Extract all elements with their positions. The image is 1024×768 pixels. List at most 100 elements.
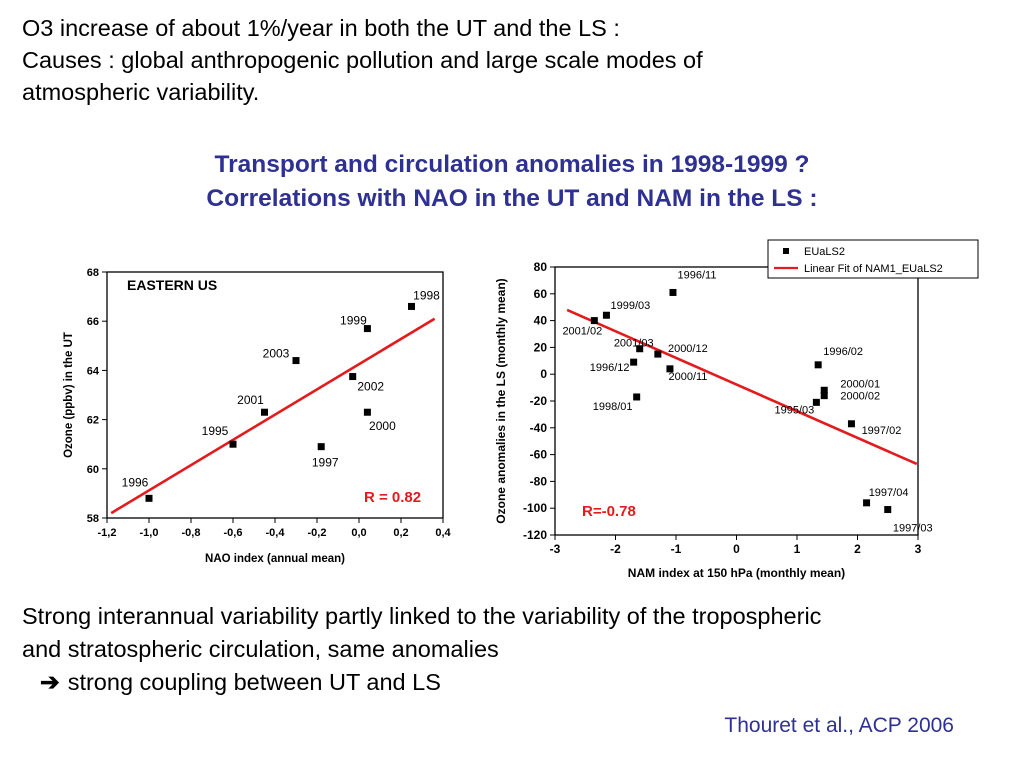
point-label: 1998 [413,288,440,302]
point-label: 1996/11 [677,269,716,281]
point-label: 2001 [237,393,264,407]
x-tick-label: 1 [794,542,801,556]
point-label: 1996/02 [823,346,863,358]
x-tick-label: 0,2 [393,527,408,539]
data-point [633,393,641,401]
point-label: 1996/12 [590,362,630,374]
x-tick-label: 0 [733,542,740,556]
intro-text: O3 increase of about 1%/year in both the… [22,12,1002,108]
x-tick-label: -0,8 [182,527,201,539]
data-point [292,357,300,365]
slide-headline: Transport and circulation anomalies in 1… [0,148,1024,216]
intro-line-1: O3 increase of about 1%/year in both the… [22,15,620,41]
point-label: 2001/03 [614,338,654,350]
point-label: 2000/02 [840,391,880,403]
y-tick-label: 68 [87,267,99,279]
right-arrow-icon: ➔ [40,669,60,695]
legend-marker-icon [783,248,789,254]
data-point [666,365,674,373]
y-tick-label: 62 [87,415,99,427]
data-point [863,499,871,507]
x-tick-label: 0,0 [351,527,366,539]
y-tick-label: -20 [530,394,548,408]
data-point [590,317,598,325]
point-label: 1997 [312,456,339,470]
point-label: 1997/02 [862,425,902,437]
headline-line-1: Transport and circulation anomalies in 1… [214,151,810,178]
x-tick-label: -0,2 [308,527,327,539]
y-tick-label: -60 [530,448,548,462]
data-point [602,311,610,319]
point-label: 1997/04 [869,487,909,499]
linear-fit-line [566,308,918,466]
x-tick-label: -1,0 [140,527,159,539]
point-label: 1998/01 [593,401,633,413]
legend-entry-points: EUaLS2 [804,246,845,258]
x-axis-label: NAO index (annual mean) [205,553,345,565]
data-point [884,506,892,514]
conclusion-line-1: Strong interannual variability partly li… [22,603,822,629]
point-label: 1999/03 [611,300,651,312]
conclusion-line-2: and stratospheric circulation, same anom… [22,636,499,662]
point-label: 2001/02 [562,326,602,338]
data-point [654,350,662,358]
y-tick-label: 66 [87,316,99,328]
point-label: 1997/03 [893,523,933,535]
legend-box [767,239,979,279]
data-point [636,345,644,353]
intro-line-2: Causes : global anthropogenic pollution … [22,47,703,73]
data-point [317,443,325,451]
x-tick-label: -3 [550,542,561,556]
linear-fit-line [110,317,436,515]
legend-entry-fit: Linear Fit of NAM1_EUaLS2 [804,263,943,275]
correlation-label: R=-0.78 [582,503,636,520]
chart-title: EASTERN US [127,277,217,293]
data-point [363,408,371,416]
point-label: 1996 [122,475,149,489]
point-label: 1995/03 [774,404,814,416]
y-tick-label: 0 [540,367,547,381]
y-axis-label: Ozone (ppbv) in the UT [63,332,75,458]
correlation-label: R = 0.82 [364,489,421,506]
point-label: 2002 [357,380,384,394]
y-tick-label: 60 [534,287,548,301]
y-tick-label: 20 [534,340,548,354]
conclusion-arrow-line: ➔ strong coupling between UT and LS [22,666,1012,699]
data-point [363,325,371,333]
data-point [820,386,828,394]
y-tick-label: 60 [87,464,99,476]
intro-line-3: atmospheric variability. [22,79,260,105]
y-tick-label: 40 [534,314,548,328]
data-point [229,440,237,448]
data-point [408,302,415,310]
y-tick-label: -120 [523,528,547,542]
data-point [261,408,268,416]
conclusion-arrow-text: strong coupling between UT and LS [67,669,441,695]
x-tick-label: -2 [610,542,621,556]
y-tick-label: 80 [534,260,548,274]
conclusion-text: Strong interannual variability partly li… [22,600,1012,699]
y-axis-label: Ozone anomalies in the LS (monthly mean) [494,278,508,523]
x-tick-label: 3 [915,542,922,556]
point-label: 2000 [369,419,396,433]
y-tick-label: -40 [530,421,548,435]
point-label: 2000/11 [668,371,707,383]
data-point [669,288,677,296]
y-tick-label: 58 [87,513,99,525]
x-tick-label: -0,6 [224,527,243,539]
x-tick-label: 2 [854,542,861,556]
x-axis-label: NAM index at 150 hPa (monthly mean) [628,566,845,580]
point-label: 2003 [263,347,290,361]
y-tick-label: -80 [530,474,548,488]
data-point [630,358,638,366]
data-point [145,494,153,502]
y-tick-label: 64 [87,365,100,377]
point-label: 2000/01 [840,378,880,390]
point-label: 1999 [340,314,367,328]
x-tick-label: -1,2 [98,527,117,539]
data-point [820,392,828,400]
data-point [847,420,855,428]
headline-line-2: Correlations with NAO in the UT and NAM … [206,185,818,212]
